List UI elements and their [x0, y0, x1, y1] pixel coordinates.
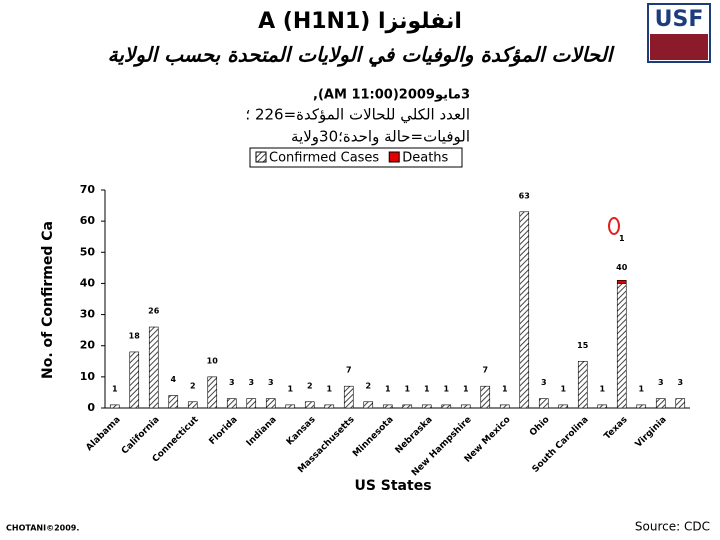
value-label: 2	[307, 381, 313, 390]
y-axis-label: No. of Confirmed Ca	[40, 221, 56, 379]
value-label: 26	[148, 307, 160, 316]
bar	[616, 283, 627, 409]
bar	[207, 376, 218, 409]
value-label: 4	[170, 375, 176, 384]
bar	[109, 404, 120, 409]
x-axis-label: US States	[354, 478, 431, 494]
y-tick-label: 60	[80, 214, 96, 227]
value-label: 1	[560, 384, 566, 393]
bar	[441, 404, 452, 409]
source: Source: CDC	[635, 520, 710, 534]
bar	[168, 395, 179, 409]
bar	[519, 211, 530, 409]
bar	[499, 404, 510, 409]
legend-swatch	[255, 151, 267, 163]
y-tick-label: 50	[80, 245, 96, 258]
bar	[226, 398, 237, 409]
bar	[363, 401, 374, 409]
x-tick-label: Alabama	[84, 415, 122, 453]
x-tick-label: Virginia	[634, 415, 669, 450]
value-label: 1	[463, 384, 469, 393]
x-tick-label: Kansas	[285, 415, 318, 448]
value-label: 7	[346, 366, 352, 375]
legend-label: Deaths	[402, 151, 448, 166]
y-tick-label: 0	[87, 401, 95, 414]
bar	[148, 326, 159, 409]
bar	[460, 404, 471, 409]
bar	[636, 404, 647, 409]
bar	[597, 404, 608, 409]
bar	[285, 404, 296, 409]
y-tick-label: 20	[80, 339, 96, 352]
legend-swatch	[388, 151, 400, 163]
value-label: 3	[268, 378, 274, 387]
value-label: 1	[404, 384, 410, 393]
bar	[538, 398, 549, 409]
value-label: 10	[207, 356, 219, 365]
value-label: 1	[326, 384, 332, 393]
value-label: 1	[599, 384, 605, 393]
bar	[129, 351, 140, 409]
logo: USF	[647, 3, 711, 63]
legend-label: Confirmed Cases	[269, 151, 379, 166]
highlight-oval	[608, 217, 620, 235]
bar	[402, 404, 413, 409]
value-label: 1	[443, 384, 449, 393]
value-label: 1	[638, 384, 644, 393]
value-label: 3	[248, 378, 254, 387]
bar	[655, 398, 666, 409]
x-tick-label: Texas	[603, 415, 630, 442]
x-tick-label: Nebraska	[394, 415, 435, 456]
value-label: 1	[619, 234, 625, 243]
y-tick-label: 10	[80, 370, 96, 383]
bar	[187, 401, 198, 409]
bar	[480, 385, 491, 409]
y-tick-label: 70	[80, 183, 96, 196]
note: الوفيات=حالة واحدة؛30ولاية	[291, 128, 470, 146]
value-label: 3	[658, 378, 664, 387]
value-label: 15	[577, 341, 589, 350]
value-label: 40	[616, 263, 628, 272]
title: انفلونزا A (H1N1)	[258, 9, 462, 34]
x-tick-label: Minnesota	[351, 415, 395, 459]
bar	[304, 401, 315, 409]
legend-box	[249, 147, 463, 168]
value-label: 1	[385, 384, 391, 393]
subtitle: الحالات المؤكدة والوفيات في الولايات الم…	[108, 43, 615, 68]
bar	[675, 398, 686, 409]
value-label: 3	[229, 378, 235, 387]
value-label: 1	[287, 384, 293, 393]
bar	[421, 404, 432, 409]
y-tick-label: 40	[80, 276, 96, 289]
bar	[616, 280, 627, 284]
value-label: 1	[502, 384, 508, 393]
value-label: 63	[519, 191, 530, 200]
value-label: 3	[541, 378, 547, 387]
bar	[577, 360, 588, 409]
value-label: 7	[482, 366, 488, 375]
x-tick-label: Ohio	[528, 415, 552, 439]
value-label: 2	[365, 381, 371, 390]
value-label: 1	[424, 384, 430, 393]
value-label: 2	[190, 381, 196, 390]
value-label: 1	[112, 384, 118, 393]
x-tick-label: California	[120, 415, 162, 457]
bar	[324, 404, 335, 409]
y-tick-label: 30	[80, 308, 96, 321]
bar	[246, 398, 257, 409]
note: العدد الكلي للحالات المؤكدة=226 ؛	[245, 106, 470, 125]
value-label: 18	[129, 331, 141, 340]
value-label: 3	[677, 378, 683, 387]
logo-text: USF	[655, 7, 704, 32]
bar	[382, 404, 393, 409]
bar	[558, 404, 569, 409]
bar	[343, 385, 354, 409]
x-tick-label: Indiana	[245, 415, 279, 449]
credit: CHOTANI©2009.	[6, 524, 79, 533]
bar	[265, 398, 276, 409]
note: 3مايو2009(11:00 AM),	[313, 88, 470, 103]
x-tick-label: Florida	[207, 415, 239, 447]
